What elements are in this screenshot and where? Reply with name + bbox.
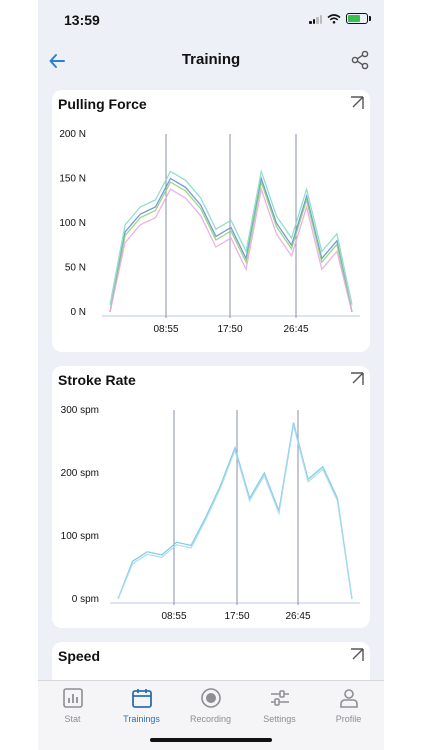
bar-chart-icon (62, 688, 83, 708)
x-tick-label: 17:50 (217, 324, 242, 335)
y-tick-label: 300 spm (61, 405, 99, 416)
tab-label: Profile (335, 714, 362, 724)
y-tick-label: 50 N (65, 263, 86, 274)
data-series-line (109, 175, 353, 313)
tab-bar: Stat Trainings Recording Settings (38, 680, 384, 750)
x-tick-label: 26:45 (285, 611, 310, 622)
tab-label: Trainings (123, 714, 160, 724)
card-title: Pulling Force (58, 96, 147, 112)
sliders-icon (270, 690, 289, 706)
battery-icon (346, 13, 371, 24)
y-tick-label: 200 spm (61, 468, 99, 479)
tab-label: Settings (263, 714, 296, 724)
y-tick-label: 0 spm (72, 594, 99, 605)
x-tick-label: 08:55 (161, 611, 186, 622)
expand-icon[interactable] (350, 96, 364, 110)
wifi-icon (327, 13, 341, 24)
tab-trainings[interactable]: Trainings (107, 687, 176, 724)
y-tick-label: 200 N (59, 129, 86, 140)
y-tick-label: 150 N (59, 174, 86, 185)
data-series-line (117, 424, 353, 600)
y-tick-label: 100 spm (61, 531, 99, 542)
data-series-line (117, 422, 353, 600)
card-title: Speed (58, 648, 101, 664)
page-title: Training (181, 51, 241, 68)
tab-stat[interactable]: Stat (38, 687, 107, 724)
calendar-icon (131, 689, 152, 708)
pulling-force-chart: 200 N 150 N 100 N 50 N 0 N 08:55 17:50 26:45 (59, 129, 360, 335)
home-indicator (150, 738, 272, 742)
expand-icon[interactable] (350, 648, 364, 662)
stroke-rate-chart: 300 spm 200 spm 100 spm 0 spm 08:55 17:50 26:4… (61, 405, 360, 622)
data-series-line (109, 168, 353, 306)
person-icon (339, 689, 358, 708)
tab-label: Stat (64, 714, 81, 724)
tab-profile[interactable]: Profile (314, 687, 383, 724)
x-tick-label: 08:55 (153, 324, 178, 335)
x-tick-label: 26:45 (283, 324, 308, 335)
status-time: 13:59 (64, 12, 100, 28)
y-tick-label: 100 N (59, 218, 86, 229)
data-series-line (109, 179, 353, 313)
x-tick-label: 17:50 (224, 611, 249, 622)
data-series-line (109, 186, 353, 313)
share-icon[interactable] (350, 50, 370, 70)
back-arrow-icon[interactable] (48, 52, 66, 70)
stroke-rate-card[interactable]: Stroke Rate 300 spm 200 spm 100 spm 0 spm 08… (52, 366, 370, 628)
y-tick-label: 0 N (70, 307, 86, 318)
record-icon (200, 688, 221, 708)
cellular-signal-icon (309, 14, 322, 24)
nav-header: Training (38, 40, 384, 80)
pulling-force-card[interactable]: Pulling Force 200 N 150 N 100 N 50 N 0 N 08:5… (52, 90, 370, 352)
expand-icon[interactable] (350, 372, 364, 386)
tab-settings[interactable]: Settings (245, 687, 314, 724)
status-icons (309, 13, 371, 24)
tab-label: Recording (189, 714, 232, 724)
tab-recording[interactable]: Recording (176, 687, 245, 724)
card-title: Stroke Rate (58, 372, 136, 388)
